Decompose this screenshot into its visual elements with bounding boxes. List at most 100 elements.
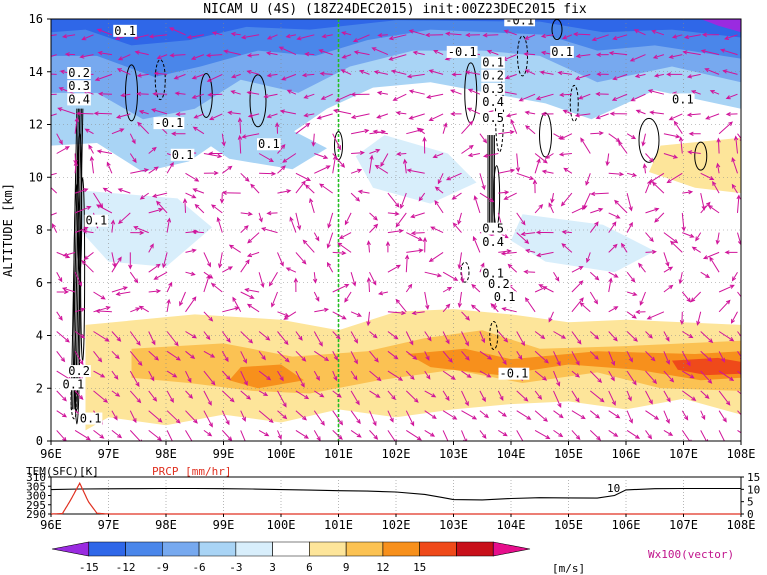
sub-left-tick-label: 290 [26, 508, 46, 521]
wind-arrow [380, 153, 389, 168]
shade-region [700, 19, 741, 33]
wind-arrow [211, 31, 223, 36]
wind-arrow [718, 390, 731, 406]
wind-arrow [559, 133, 573, 140]
wind-arrow [724, 34, 738, 40]
wind-arrow [240, 331, 254, 344]
wind-arrow [185, 271, 196, 276]
wind-arrow [258, 153, 274, 162]
wind-arrow [350, 390, 360, 406]
wind-arrow [482, 33, 499, 38]
wind-arrow [116, 68, 131, 75]
wind-arrow [332, 284, 350, 293]
wind-arrow [174, 91, 186, 96]
wind-arrow [663, 232, 679, 244]
wind-arrow [98, 91, 112, 97]
wind-arrow [516, 390, 529, 402]
wind-arrow [620, 242, 628, 253]
colorbar-swatch [198, 541, 237, 557]
wind-arrow [524, 34, 536, 40]
wind-arrow [129, 153, 137, 164]
wind-arrow [424, 390, 437, 398]
wind-arrow [240, 410, 246, 422]
wind-arrow [479, 350, 493, 360]
wind-arrow [295, 122, 311, 135]
wind-arrow [608, 51, 628, 56]
wind-arrow [133, 226, 149, 234]
wind-arrow [700, 271, 711, 279]
wind-arrow [111, 128, 125, 135]
wind-arrow [93, 111, 112, 116]
wind-arrow [718, 370, 735, 382]
wind-arrow [608, 221, 617, 233]
wind-arrow [437, 173, 444, 185]
sub-x-tick-label: 102E [382, 518, 411, 532]
wind-arrow [93, 291, 106, 300]
wind-arrow [608, 306, 619, 313]
wind-arrow [148, 430, 163, 441]
wind-arrow [498, 410, 507, 417]
wind-arrow [405, 410, 415, 427]
wind-arrow [129, 390, 142, 404]
contour-label-bg [67, 93, 91, 106]
y-tick-label: 12 [29, 118, 43, 132]
contour-label: 0.4 [482, 235, 504, 249]
wind-arrow [240, 370, 248, 386]
wind-arrow [669, 240, 683, 253]
wind-arrow [117, 54, 131, 61]
wind-arrow [73, 153, 78, 165]
colorbar-swatch [492, 541, 531, 557]
contour-line [75, 108, 82, 410]
wind-arrow [590, 191, 609, 196]
wind-arrow [385, 240, 391, 253]
sub-x-tick-label: 107E [669, 518, 698, 532]
wind-arrow [460, 272, 465, 284]
wind-arrow [194, 203, 205, 214]
wind-arrow [166, 331, 179, 347]
wind-arrow [332, 410, 344, 426]
wind-arrow [246, 90, 260, 96]
wind-arrow [93, 331, 110, 342]
wind-arrow [590, 131, 604, 136]
wind-arrow [175, 111, 186, 117]
wind-arrow [261, 227, 278, 234]
wind-arrow [129, 370, 140, 388]
wind-arrow [277, 144, 286, 154]
wind-arrow [391, 69, 407, 75]
temperature-annotation: 10 [607, 482, 620, 495]
wind-arrow [424, 291, 430, 311]
wind-arrow [450, 111, 462, 117]
wind-arrow [645, 410, 660, 420]
colorbar-tick-label: 9 [343, 561, 350, 574]
wind-arrow [203, 252, 211, 268]
wind-arrow [718, 410, 727, 423]
wind-vectors [51, 27, 741, 441]
wind-arrow [445, 31, 462, 36]
wind-arrow [410, 230, 425, 236]
wind-arrow [461, 350, 470, 361]
wind-arrow [561, 229, 572, 235]
x-tick-label: 108E [727, 447, 756, 461]
wind-arrow [332, 153, 346, 168]
contour-label: 0.1 [63, 377, 85, 391]
wind-arrow [430, 226, 444, 234]
wind-arrow [237, 117, 243, 134]
wind-arrow [94, 73, 113, 81]
wind-arrow [608, 133, 621, 143]
wind-arrow [406, 232, 424, 241]
wind-arrow [246, 53, 260, 58]
wind-arrow [74, 351, 84, 366]
wind-arrow [192, 126, 205, 135]
wind-arrow [366, 311, 371, 327]
wind-arrow [277, 165, 286, 174]
wind-arrow [561, 243, 573, 253]
wind-arrow [645, 370, 658, 385]
wind-arrow [718, 351, 725, 363]
wind-arrow [203, 331, 211, 341]
wind-arrow [366, 240, 371, 253]
wind-arrow [332, 133, 341, 151]
wind-arrow [472, 235, 481, 253]
wind-arrow [75, 111, 94, 116]
wind-arrow [700, 49, 720, 56]
